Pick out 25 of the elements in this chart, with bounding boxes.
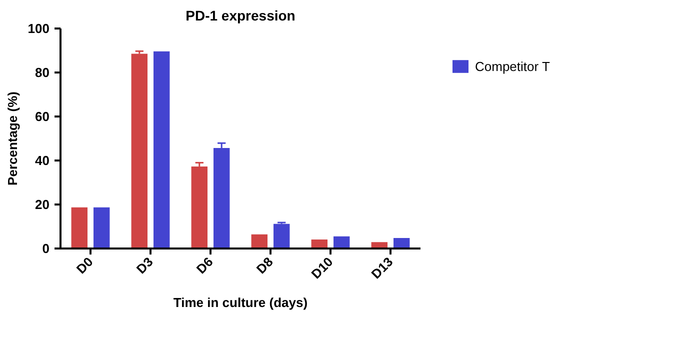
bar xyxy=(191,166,208,248)
y-tick-label: 0 xyxy=(42,241,50,256)
bar xyxy=(214,148,230,248)
y-tick-label: 100 xyxy=(28,21,50,36)
x-axis-title: Time in culture (days) xyxy=(173,294,308,310)
bar xyxy=(71,207,88,248)
y-axis-title: Percentage (%) xyxy=(4,92,20,186)
legend-label: Competitor T xyxy=(475,58,550,74)
bar xyxy=(274,224,290,248)
y-tick-label: 20 xyxy=(35,197,50,212)
bar xyxy=(154,51,170,248)
y-tick-label: 60 xyxy=(35,109,50,124)
bar xyxy=(251,234,268,248)
chart-title: PD-1 expression xyxy=(186,8,296,24)
bar xyxy=(334,236,350,248)
bar xyxy=(94,207,110,248)
x-tick-label: D8 xyxy=(253,254,276,277)
x-tick-label: D10 xyxy=(308,254,336,282)
y-tick-label: 40 xyxy=(35,153,50,168)
x-tick-label: D3 xyxy=(133,254,156,277)
x-tick-label: D13 xyxy=(368,254,396,282)
x-tick-label: D6 xyxy=(193,254,216,277)
bar xyxy=(131,54,148,248)
y-tick-label: 80 xyxy=(35,65,50,80)
x-tick-label: D0 xyxy=(73,254,96,277)
